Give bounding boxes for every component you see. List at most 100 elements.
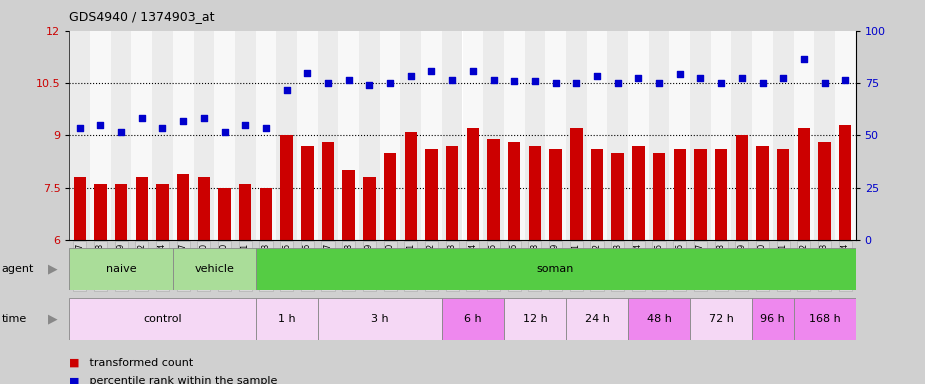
Point <box>796 56 811 62</box>
Bar <box>752 298 794 340</box>
Point <box>734 75 749 81</box>
Bar <box>198 177 210 240</box>
Point <box>362 82 376 88</box>
Text: vehicle: vehicle <box>194 264 234 274</box>
Point <box>114 129 129 135</box>
Point <box>445 76 460 83</box>
Bar <box>797 128 810 240</box>
Bar <box>483 31 504 240</box>
Bar <box>524 31 545 240</box>
Point <box>196 115 211 121</box>
Bar <box>90 31 111 240</box>
Bar <box>566 298 628 340</box>
Bar <box>364 177 376 240</box>
Bar <box>131 31 152 240</box>
Bar <box>239 184 252 240</box>
Text: 96 h: 96 h <box>760 314 785 324</box>
Text: ▶: ▶ <box>48 312 57 325</box>
Point <box>507 78 522 84</box>
Bar <box>342 170 355 240</box>
Bar <box>260 188 272 240</box>
Text: ■: ■ <box>69 358 80 368</box>
Bar <box>426 149 438 240</box>
Bar <box>608 31 628 240</box>
Bar <box>173 248 255 290</box>
Point <box>569 80 584 86</box>
Point <box>631 75 646 81</box>
Point <box>155 125 170 131</box>
Bar <box>673 149 686 240</box>
Bar <box>628 298 690 340</box>
Bar <box>255 31 277 240</box>
Bar <box>218 188 230 240</box>
Bar <box>504 298 566 340</box>
Bar <box>215 31 235 240</box>
Point <box>72 125 87 131</box>
Bar <box>777 149 789 240</box>
Bar <box>421 31 442 240</box>
Bar <box>317 298 442 340</box>
Bar <box>73 177 86 240</box>
Point <box>341 76 356 83</box>
Point <box>424 68 438 74</box>
Bar <box>508 142 521 240</box>
Bar <box>794 31 814 240</box>
Text: 6 h: 6 h <box>464 314 482 324</box>
Bar <box>401 31 421 240</box>
Bar <box>115 184 128 240</box>
Bar <box>380 31 401 240</box>
Bar <box>297 31 317 240</box>
Text: agent: agent <box>2 264 34 274</box>
Point <box>651 80 666 86</box>
Text: naive: naive <box>105 264 136 274</box>
Bar <box>255 298 317 340</box>
Text: GDS4940 / 1374903_at: GDS4940 / 1374903_at <box>69 10 215 23</box>
Point <box>238 122 253 128</box>
Point <box>300 70 314 76</box>
Point <box>527 78 542 84</box>
Bar <box>359 31 380 240</box>
Bar <box>545 31 566 240</box>
Point <box>776 75 791 81</box>
Point <box>258 125 274 131</box>
Bar <box>136 177 148 240</box>
Text: 168 h: 168 h <box>808 314 841 324</box>
Bar <box>690 298 752 340</box>
Bar <box>648 31 670 240</box>
Bar <box>466 128 479 240</box>
Point <box>549 80 563 86</box>
Point <box>134 115 149 121</box>
Bar <box>384 153 396 240</box>
Bar <box>442 298 504 340</box>
Bar <box>317 31 339 240</box>
Text: transformed count: transformed count <box>86 358 193 368</box>
Bar <box>653 153 665 240</box>
Point <box>589 73 604 79</box>
Text: 12 h: 12 h <box>523 314 548 324</box>
Point <box>465 68 480 74</box>
Bar <box>591 149 603 240</box>
Text: soman: soman <box>536 264 574 274</box>
Text: control: control <box>143 314 182 324</box>
Point <box>693 75 708 81</box>
Bar <box>173 31 193 240</box>
Point <box>817 80 832 86</box>
Bar <box>255 248 856 290</box>
Bar <box>773 31 794 240</box>
Bar <box>715 149 727 240</box>
Text: ■: ■ <box>69 376 80 384</box>
Bar <box>111 31 131 240</box>
Bar <box>442 31 462 240</box>
Point <box>279 87 294 93</box>
Bar <box>280 136 293 240</box>
Bar <box>462 31 483 240</box>
Bar <box>839 125 852 240</box>
Bar <box>570 128 583 240</box>
Point <box>755 80 770 86</box>
Bar <box>814 31 835 240</box>
Point <box>217 129 232 135</box>
Point <box>610 80 625 86</box>
Point <box>383 80 398 86</box>
Bar <box>690 31 710 240</box>
Bar <box>819 142 831 240</box>
